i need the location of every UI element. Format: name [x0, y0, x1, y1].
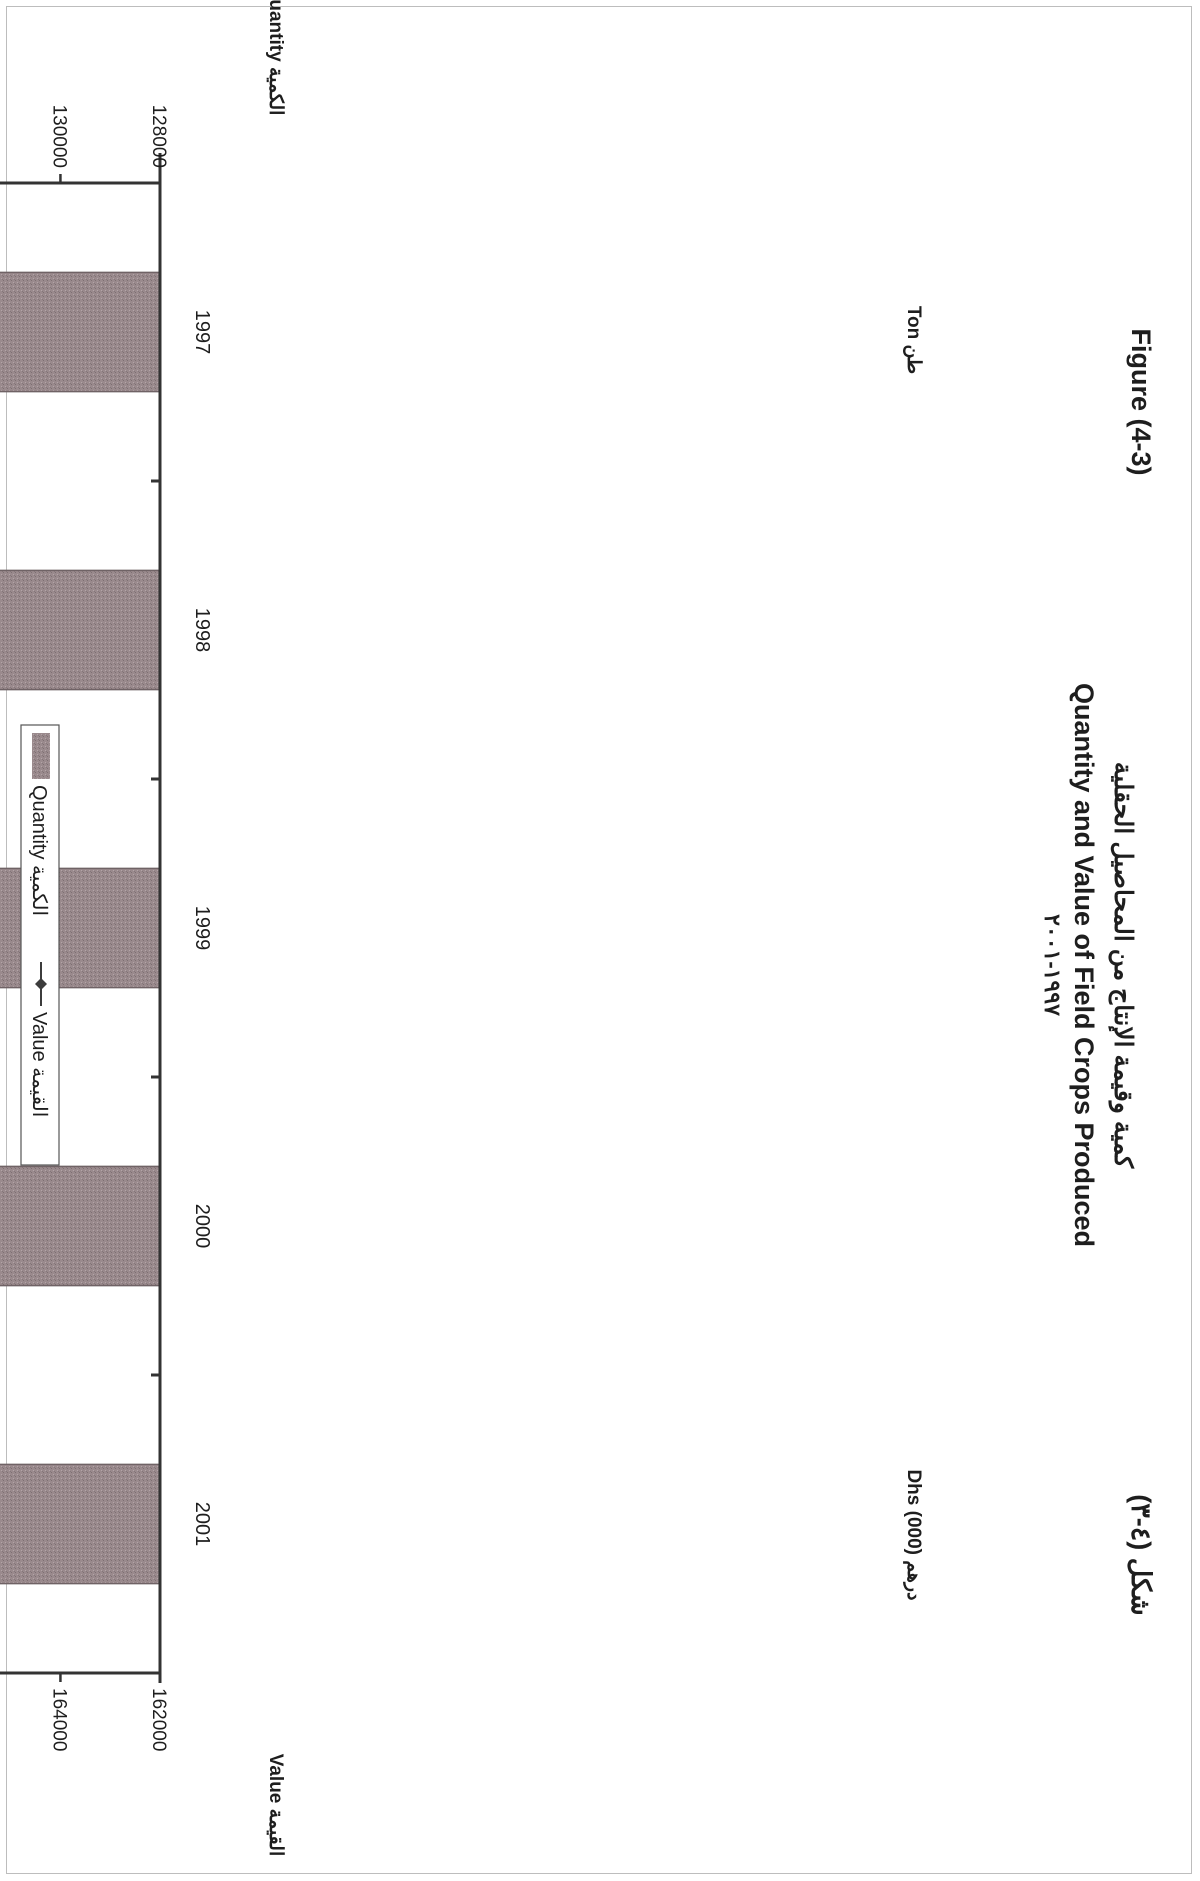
quantity-bar-1998: [0, 569, 161, 691]
category-label-2000: 2000: [191, 1204, 213, 1249]
quantity-unit-label: Ton طن: [903, 306, 924, 374]
quantity-bar-1997: [0, 271, 161, 393]
legend-value-marker: [35, 978, 47, 990]
legend-box: [20, 724, 60, 1166]
category-label-1999: 1999: [191, 906, 213, 951]
quantity-axis-title: Quantity الكمية: [265, 0, 286, 115]
quantity-bar-2000: [0, 1165, 161, 1287]
value-tick-label: 164000: [48, 1688, 69, 1751]
legend-value-label: Value القيمة: [28, 1012, 50, 1117]
chart-title: Quantity and Value of Field Crops Produc…: [1069, 683, 1099, 1247]
category-label-2001: 2001: [191, 1502, 213, 1547]
category-label-1998: 1998: [191, 608, 213, 653]
quantity-bar-2001: [0, 1463, 161, 1585]
figure-number-ar: شكل (٤-٣): [1126, 1494, 1156, 1616]
figure-number-en: Figure (4-3): [1126, 328, 1156, 475]
chart-period: ١٩٩٧-٢٠٠١: [1040, 914, 1065, 1016]
legend-quantity-swatch: [32, 733, 50, 779]
quantity-tick-label: 130000: [48, 105, 69, 168]
legend-quantity-label: Quantity الكمية: [28, 785, 50, 916]
quantity-tick-label: 128000: [148, 105, 169, 168]
legend: Quantity الكمية Value القيمة: [20, 724, 60, 1166]
value-axis-title: Value القيمة: [265, 1754, 286, 1857]
value-tick-label: 162000: [148, 1688, 169, 1751]
category-label-1997: 1997: [191, 310, 213, 355]
chart-title-ar: كمية وقيمة الإنتاج من المحاصيل الحقلية: [1108, 762, 1137, 1169]
figure-frame: [6, 6, 1192, 1874]
value-unit-label: Dhs (000) درهم: [903, 1469, 924, 1600]
